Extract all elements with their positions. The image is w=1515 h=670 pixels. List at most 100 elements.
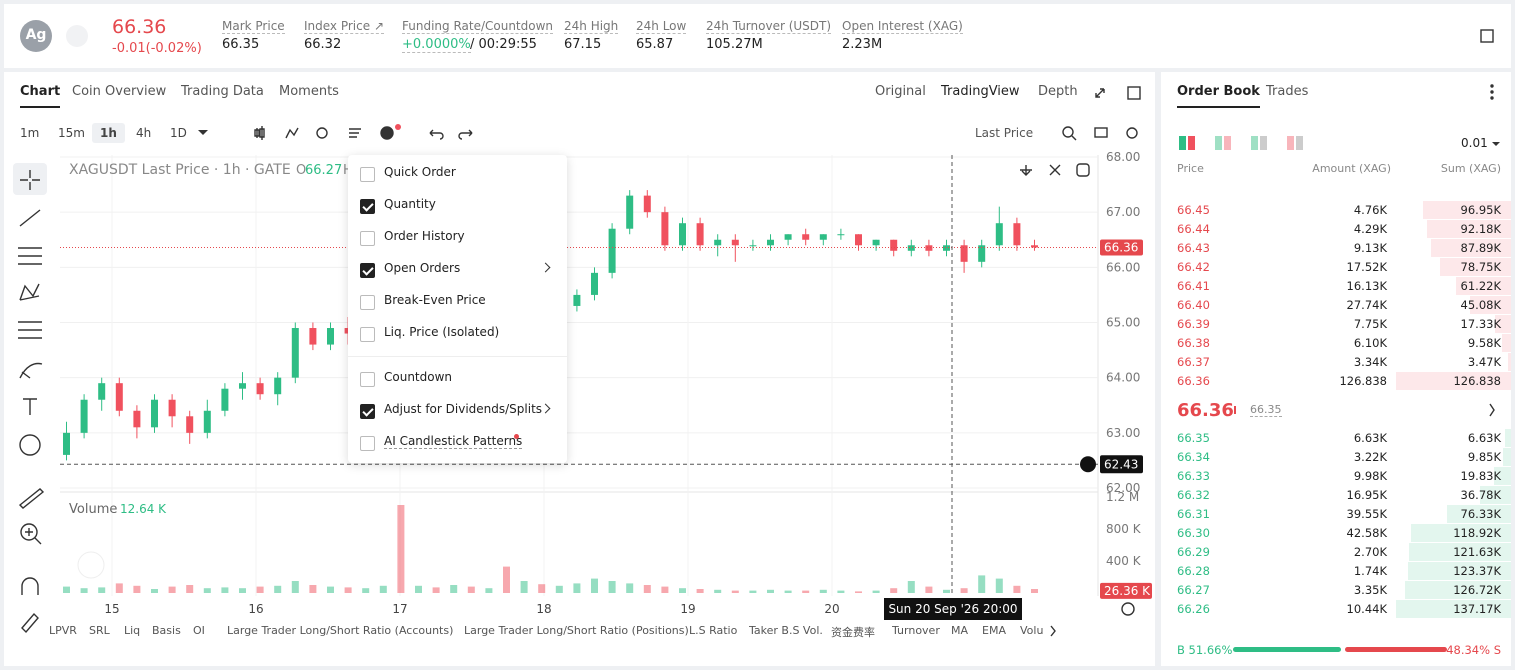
volume-bar: [907, 581, 915, 593]
candle-body: [679, 223, 686, 246]
candle-body: [837, 234, 845, 236]
indicator[interactable]: 资金费率: [831, 626, 875, 639]
crosshair-price-box: [1100, 455, 1143, 474]
chart-tab[interactable]: Coin Overview: [72, 84, 167, 99]
book-sum: 3.47K: [1467, 355, 1501, 369]
indicator[interactable]: SRL: [89, 624, 110, 637]
candle-body: [186, 416, 194, 433]
depth-bar: [1431, 239, 1511, 257]
depth-bar: [1404, 581, 1511, 599]
view-tab[interactable]: Original: [875, 84, 926, 99]
menu-item[interactable]: Adjust for Dividends/Splits: [384, 402, 543, 416]
crosshair-price-label: 62.43: [1104, 457, 1138, 471]
menu-checkbox[interactable]: [360, 295, 375, 310]
volume-bar: [151, 589, 158, 593]
candle-body: [256, 383, 264, 395]
menu-item[interactable]: Open Orders: [384, 261, 461, 275]
book-tab[interactable]: Trades: [1266, 84, 1309, 99]
menu-checkbox[interactable]: [360, 372, 375, 387]
indicator[interactable]: Volu: [1020, 624, 1044, 637]
depth-bar: [1494, 467, 1511, 485]
book-sum: 118.92K: [1453, 526, 1501, 540]
chart-tab[interactable]: Chart: [20, 84, 61, 108]
menu-checkbox[interactable]: [360, 436, 375, 451]
chart-panel: [4, 72, 1155, 666]
book-price: 66.27: [1177, 583, 1210, 597]
menu-checkbox[interactable]: [360, 199, 375, 214]
chart-legend: XAGUSDT Last Price · 1h · GATE: [69, 162, 291, 178]
indicator[interactable]: Basis: [152, 624, 181, 637]
view-tab[interactable]: Depth: [1038, 84, 1078, 99]
tv-logo: [77, 551, 105, 579]
stat-extra: / 00:29:55: [470, 37, 537, 52]
menu-checkbox[interactable]: [360, 404, 375, 419]
menu-item[interactable]: Liq. Price (Isolated): [384, 325, 500, 339]
menu-checkbox[interactable]: [360, 263, 375, 278]
indicator[interactable]: Turnover: [892, 624, 940, 637]
chart-tab[interactable]: Trading Data: [181, 84, 264, 99]
book-tab[interactable]: Order Book: [1177, 84, 1260, 108]
indicator[interactable]: Liq: [124, 624, 141, 637]
legend-open-key: O: [296, 163, 307, 178]
price-source[interactable]: Last Price: [975, 126, 1034, 140]
menu-item[interactable]: Break-Even Price: [384, 293, 486, 307]
menu-checkbox[interactable]: [360, 231, 375, 246]
interval[interactable]: 1D: [170, 126, 187, 140]
view-tab[interactable]: TradingView: [941, 84, 1020, 99]
menu-item[interactable]: AI Candlestick Patterns: [384, 434, 523, 449]
indicator[interactable]: EMA: [982, 624, 1006, 637]
interval[interactable]: 4h: [136, 126, 152, 140]
stat-label: Open Interest (XAG): [842, 19, 963, 34]
precision-caret: [1492, 142, 1500, 150]
volume-bar: [608, 581, 616, 593]
indicator[interactable]: Large Trader Long/Short Ratio (Accounts): [227, 624, 454, 637]
stat-label: 24h Turnover (USDT): [706, 19, 832, 34]
volume-tick-label: 1.2 M: [1106, 490, 1139, 504]
indicator[interactable]: LPVR: [49, 624, 77, 637]
interval[interactable]: 15m: [58, 126, 85, 140]
volume-bar: [855, 591, 862, 593]
volume-bar: [731, 590, 739, 593]
volume-bar: [661, 586, 669, 593]
favorite-button[interactable]: [66, 25, 88, 47]
candle-body: [696, 223, 704, 246]
menu-checkbox[interactable]: [360, 327, 375, 342]
candle-body: [943, 245, 950, 251]
chart-tab[interactable]: Moments: [279, 84, 339, 99]
book-amount: 9.13K: [1353, 241, 1387, 255]
submenu-arrow: [540, 262, 551, 273]
book-amount: 42.58K: [1346, 526, 1387, 540]
indicator[interactable]: Taker B.S Vol.: [749, 624, 823, 637]
book-amount: 6.63K: [1353, 431, 1387, 445]
interval[interactable]: 1h: [92, 123, 125, 143]
indicator[interactable]: OI: [193, 624, 205, 637]
menu-checkbox[interactable]: [360, 167, 375, 182]
crosshair-add: [1080, 456, 1096, 473]
menu-item[interactable]: Quantity: [384, 197, 436, 211]
volume-bar: [379, 585, 387, 593]
precision[interactable]: 0.01: [1461, 136, 1488, 150]
candle-body: [309, 328, 317, 345]
depth-bar: [1447, 505, 1511, 523]
volume-bar: [309, 585, 317, 593]
indicator[interactable]: MA: [951, 624, 969, 637]
volume-bar: [274, 585, 282, 593]
depth-bar: [1507, 353, 1511, 371]
volume-bar: [80, 588, 88, 593]
book-sum: 126.72K: [1453, 583, 1501, 597]
book-sum: 96.95K: [1460, 203, 1501, 217]
interval[interactable]: 1m: [20, 126, 40, 140]
depth-bar: [1439, 258, 1511, 276]
menu-item[interactable]: Quick Order: [384, 165, 456, 179]
book-price: 66.37: [1177, 355, 1210, 369]
candle-body: [80, 399, 88, 433]
indicator[interactable]: Large Trader Long/Short Ratio (Positions…: [464, 624, 689, 637]
book-price: 66.45: [1177, 203, 1210, 217]
candle-body: [802, 234, 810, 240]
sell-bar: [1345, 647, 1447, 652]
volume-bar: [221, 587, 229, 593]
indicator[interactable]: L.S Ratio: [689, 624, 738, 637]
menu-item[interactable]: Countdown: [384, 370, 453, 384]
menu-item[interactable]: Order History: [384, 229, 465, 243]
